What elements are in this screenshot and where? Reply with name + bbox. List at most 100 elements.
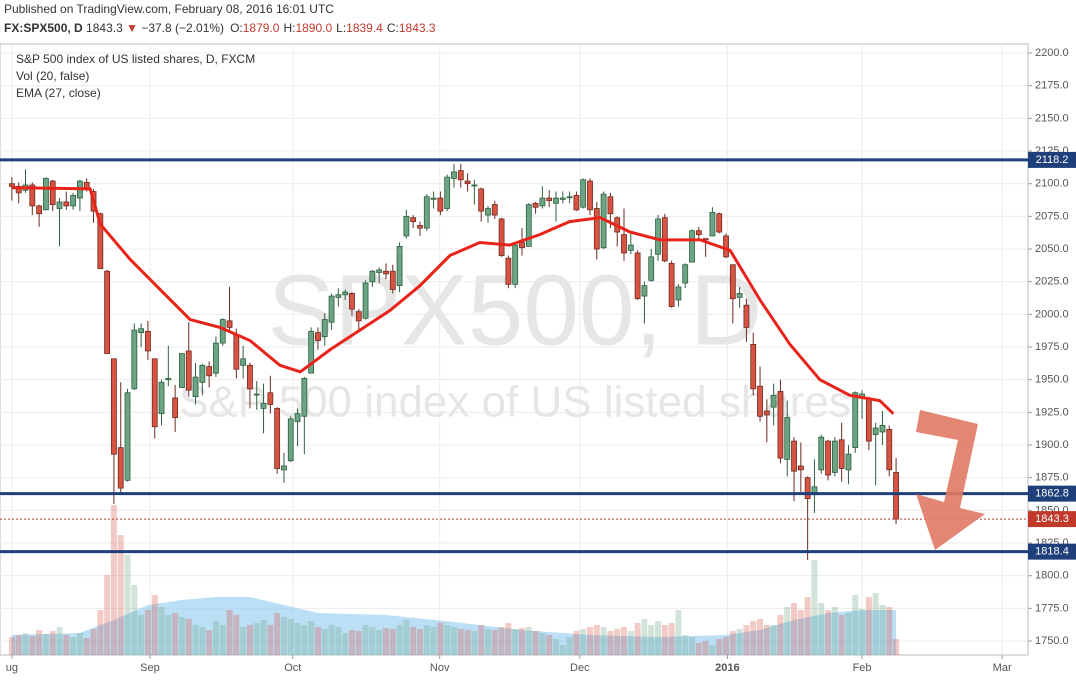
volume-bar	[750, 621, 757, 655]
candle-body	[757, 385, 763, 417]
volume-bar	[831, 607, 838, 655]
candle-body	[716, 213, 723, 233]
volume-bar	[661, 625, 668, 655]
candle-body	[825, 440, 831, 476]
candle-body	[63, 201, 70, 207]
candle-body	[777, 391, 784, 459]
candle-body	[702, 238, 709, 241]
volume-bar	[518, 628, 525, 655]
candle-body	[117, 447, 124, 489]
volume-bar	[56, 627, 63, 655]
candle-body	[423, 196, 430, 229]
candle-body	[233, 334, 240, 370]
candle-body	[349, 293, 355, 310]
volume-bar	[335, 627, 342, 655]
candle-body	[206, 366, 213, 377]
candle-body	[185, 350, 192, 391]
volume-bar	[423, 625, 430, 655]
volume-bar	[865, 597, 872, 655]
candle-body	[804, 477, 811, 499]
volume-bar	[607, 631, 614, 655]
candle-body	[213, 342, 219, 374]
volume-bar	[580, 629, 587, 655]
volume-bar	[274, 613, 281, 655]
y-tick-label: 1975.0	[1035, 341, 1069, 353]
volume-bar	[893, 639, 900, 655]
volume-bar	[757, 619, 764, 655]
y-tick-label: 1925.0	[1035, 406, 1069, 418]
volume-bar	[403, 620, 410, 655]
arrow: ▼	[126, 21, 138, 35]
volume-bar	[151, 595, 158, 655]
candle-body	[464, 180, 471, 185]
volume-bar	[539, 633, 546, 655]
candle-body	[247, 364, 253, 390]
volume-bar	[804, 597, 811, 655]
candle-body	[546, 197, 553, 202]
candle-body	[580, 179, 587, 208]
volume-bar	[29, 636, 36, 655]
volume-bar	[97, 610, 104, 655]
candle-body	[437, 197, 444, 212]
volume-bar	[587, 627, 594, 655]
candle-body	[587, 180, 593, 211]
candle-body	[9, 183, 15, 187]
volume-bar	[219, 625, 226, 655]
volume-ma-area	[11, 597, 897, 655]
volume-bar	[430, 627, 437, 655]
x-tick-label: Nov	[430, 662, 450, 674]
candle-body	[505, 257, 512, 285]
candle-body	[478, 188, 485, 212]
candle-body	[294, 413, 301, 422]
volume-bar	[199, 627, 206, 655]
candle-body	[655, 218, 661, 255]
last-price-label: 1843.3	[1035, 513, 1069, 525]
volume-bar	[233, 615, 240, 655]
y-tick-label: 1800.0	[1035, 570, 1069, 582]
candle-body	[627, 244, 634, 251]
level-label-box	[1028, 485, 1076, 502]
volume-bar	[614, 629, 621, 655]
volume-bar	[852, 595, 859, 655]
candle-body	[491, 204, 498, 216]
candle-body	[797, 465, 804, 471]
volume-bar	[648, 625, 655, 655]
volume-bar	[396, 625, 403, 655]
candle-body	[151, 358, 158, 428]
volume-bar	[736, 629, 743, 655]
candle-body	[695, 230, 702, 236]
quote-label: H:	[283, 21, 295, 35]
volume-bar	[593, 625, 600, 655]
y-tick-label: 1875.0	[1035, 472, 1069, 484]
volume-bar	[791, 603, 798, 655]
candle-body	[457, 170, 464, 181]
candle-body	[634, 252, 641, 300]
legend-ema: EMA (27, close)	[16, 86, 101, 100]
candle-body	[879, 425, 886, 433]
level-label-box	[1028, 151, 1076, 168]
volume-bar	[573, 631, 580, 655]
candle-body	[451, 171, 457, 179]
legend-volume: Vol (20, false)	[16, 69, 89, 83]
volume-bar	[886, 607, 893, 655]
volume-bar	[743, 625, 750, 655]
volume-bar	[22, 633, 29, 655]
candle-body	[485, 208, 491, 216]
candle-body	[668, 262, 675, 307]
candle-body	[158, 381, 165, 415]
volume-bar	[709, 645, 716, 655]
y-tick-label: 2150.0	[1035, 112, 1069, 124]
volume-bar	[627, 631, 634, 655]
level-label: 1862.8	[1035, 488, 1069, 500]
candle-body	[532, 202, 539, 208]
candle-body	[199, 364, 206, 383]
candle-body	[274, 408, 281, 469]
candle-body	[831, 440, 838, 473]
volume-bar	[117, 535, 124, 655]
volume-bar	[172, 613, 179, 655]
candle-body	[369, 270, 376, 283]
candle-body	[172, 397, 179, 418]
volume-bar	[287, 619, 294, 655]
volume-bar	[246, 625, 253, 655]
candle-body	[763, 410, 770, 416]
